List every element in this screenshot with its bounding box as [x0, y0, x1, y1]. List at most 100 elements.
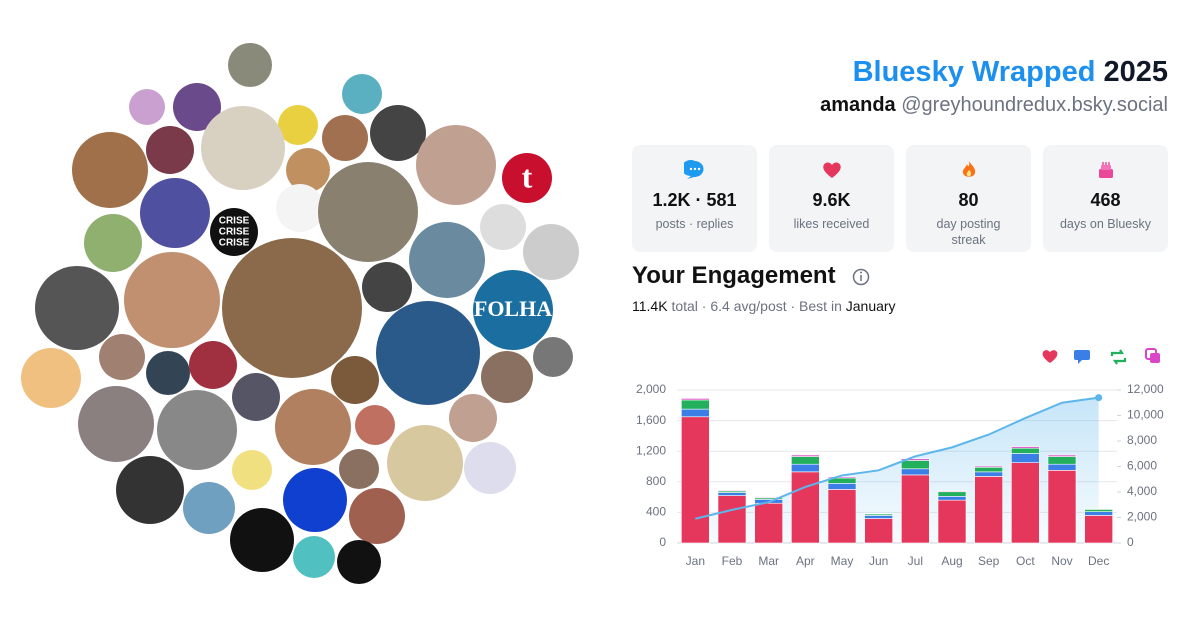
avatar[interactable]: [116, 456, 184, 524]
legend-icon-reposts[interactable]: [1110, 349, 1127, 365]
user-handle: @greyhoundredux.bsky.social: [901, 94, 1168, 116]
avatar[interactable]: [533, 337, 573, 377]
legend-icon-replies[interactable]: [1074, 350, 1090, 364]
avatar[interactable]: [99, 334, 145, 380]
avatar[interactable]: [278, 105, 318, 145]
avatar-text: CRISE: [219, 238, 250, 249]
avatar[interactable]: [72, 132, 148, 208]
avatar[interactable]: [318, 162, 418, 262]
legend-icon-likes[interactable]: [1042, 350, 1058, 363]
title-text: Bluesky Wrapped: [852, 56, 1096, 88]
avatar[interactable]: [183, 482, 235, 534]
stat-card: 1.2K · 581 posts · replies: [632, 145, 757, 252]
legend: [1042, 348, 1160, 365]
avatar[interactable]: [157, 390, 237, 470]
avatar[interactable]: [173, 83, 221, 131]
avatar[interactable]: [449, 394, 497, 442]
avatar[interactable]: [480, 204, 526, 250]
avatar[interactable]: [416, 125, 496, 205]
stat-icon: [681, 160, 704, 179]
avatar[interactable]: [376, 301, 480, 405]
y2-tick-label: 10,000: [1127, 408, 1164, 422]
avatar[interactable]: [339, 449, 379, 489]
avatar[interactable]: [228, 43, 272, 87]
bar-segment: [791, 471, 820, 544]
avatar[interactable]: [473, 270, 553, 350]
x-tick-label: Jul: [908, 554, 923, 568]
avatar[interactable]: [349, 488, 405, 544]
chart-subtitle: 11.4K total · 6.4 avg/post · Best in Jan…: [632, 298, 896, 314]
avatar[interactable]: [230, 508, 294, 572]
avatar[interactable]: [337, 540, 381, 584]
avatar[interactable]: [84, 214, 142, 272]
subtitle-total: 11.4K: [632, 298, 668, 314]
bar-segment: [754, 502, 783, 544]
legend-icon-quotes-front[interactable]: [1150, 353, 1160, 363]
bar-segment: [974, 471, 1003, 477]
user: amanda @greyhoundredux.bsky.social: [820, 94, 1168, 117]
avatar[interactable]: [387, 425, 463, 501]
avatar[interactable]: [189, 341, 237, 389]
bar-segment: [937, 499, 967, 544]
bar-segment: [1047, 456, 1077, 465]
avatar-text: CRISE: [219, 227, 250, 238]
avatar[interactable]: [276, 184, 324, 232]
avatar[interactable]: [146, 351, 190, 395]
avatar-cloud: [21, 43, 579, 584]
avatar[interactable]: [232, 373, 280, 421]
avatar[interactable]: [293, 536, 335, 578]
stat-value: 1.2K · 581: [652, 190, 737, 210]
avatar[interactable]: [355, 405, 395, 445]
bar-segment: [827, 483, 857, 490]
avatar[interactable]: [129, 89, 165, 125]
avatar[interactable]: [322, 115, 368, 161]
stat-value: 9.6K: [812, 190, 851, 210]
x-tick-label: Mar: [758, 554, 779, 568]
avatar[interactable]: [362, 262, 412, 312]
avatar[interactable]: [124, 252, 220, 348]
avatar[interactable]: [35, 266, 119, 350]
avatar[interactable]: [523, 224, 579, 280]
bar-segment: [901, 460, 930, 470]
stat-label: likes received: [793, 217, 870, 231]
avatar[interactable]: [331, 356, 379, 404]
avatar[interactable]: [409, 222, 485, 298]
avatar[interactable]: [502, 153, 552, 203]
bar-segment: [827, 489, 857, 544]
x-tick-label: Jan: [686, 554, 705, 568]
info-icon[interactable]: [852, 268, 870, 286]
avatar[interactable]: [210, 208, 258, 256]
avatar[interactable]: [232, 450, 272, 490]
bar-segment: [1047, 463, 1077, 471]
y-tick-label: 400: [646, 505, 666, 519]
bar-segment: [901, 468, 930, 476]
bar-segment: [754, 496, 783, 499]
avatar[interactable]: [370, 105, 426, 161]
x-tick-label: Dec: [1088, 554, 1109, 568]
avatar-text: FOLHA: [474, 296, 552, 321]
avatar[interactable]: [342, 74, 382, 114]
bar-segment: [1084, 509, 1113, 512]
avatar[interactable]: [201, 106, 285, 190]
stat-label: posts · replies: [655, 217, 734, 231]
bar-segment: [937, 490, 967, 493]
bar-segment: [1011, 462, 1040, 544]
avatar[interactable]: [275, 389, 351, 465]
stat-cards: 1.2K · 581 posts · replies 9.6K likes re…: [632, 145, 1168, 252]
bar-segment: [1011, 446, 1040, 449]
avatar[interactable]: [21, 348, 81, 408]
avatar[interactable]: [481, 351, 533, 403]
avatar[interactable]: [283, 468, 347, 532]
avatar[interactable]: [286, 148, 330, 192]
y-tick-label: 1,200: [636, 443, 666, 457]
avatar[interactable]: [146, 126, 194, 174]
y2-tick-label: 12,000: [1127, 382, 1164, 396]
stat-card: 80 day posting streak: [906, 145, 1031, 252]
avatar[interactable]: [464, 442, 516, 494]
stat-icon: [1098, 162, 1113, 178]
avatar[interactable]: [222, 238, 362, 378]
bar-segment: [1084, 511, 1113, 516]
avatar[interactable]: [78, 386, 154, 462]
avatar[interactable]: [140, 178, 210, 248]
bar-segment: [717, 489, 747, 492]
